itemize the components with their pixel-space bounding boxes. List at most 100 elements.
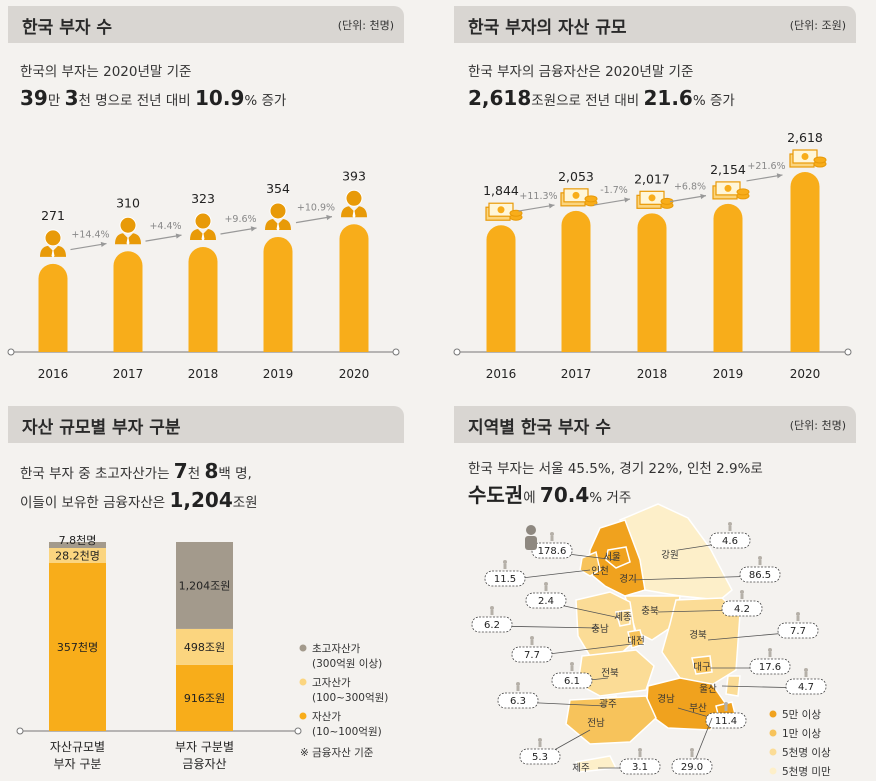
region-label: 경남 — [657, 693, 675, 705]
bar — [38, 263, 68, 352]
stack-segment — [176, 664, 233, 731]
value-label: 2,618 — [787, 130, 823, 145]
value-box — [519, 748, 561, 765]
person-mini-icon — [550, 536, 554, 541]
value-box — [484, 570, 526, 587]
panel-description: 한국 부자는 서울 45.5%, 경기 22%, 인천 2.9%로 수도권에 7… — [468, 456, 763, 511]
value-label: 2,154 — [710, 162, 746, 177]
highlight-number: 3 — [64, 86, 79, 110]
panel-asset-tiers: 자산 규모별 부자 구분 한국 부자 중 초고자산가는 7천 8백 명, 이들이… — [0, 400, 420, 781]
growth-label: -1.7% — [600, 185, 628, 196]
value-label: 310 — [116, 195, 140, 210]
money-coin-icon — [801, 153, 809, 160]
desc-line-2: 39만 3천 명으로 전년 대비 10.9% 증가 — [20, 85, 286, 114]
panel-description: 한국의 부자는 2020년말 기준 39만 3천 명으로 전년 대비 10.9%… — [20, 59, 286, 114]
highlight-number: 10.9 — [195, 86, 245, 110]
value-box — [721, 600, 763, 617]
region-label: 강원 — [661, 550, 678, 561]
money-coin-icon — [648, 194, 656, 202]
stack-segment — [176, 542, 233, 629]
person-mini-icon — [768, 648, 772, 652]
panel-title: 자산 규모별 부자 구분 — [22, 418, 181, 438]
legend-dot-icon — [769, 710, 777, 718]
region-value: 11.5 — [494, 574, 516, 585]
axis-end-dot — [844, 348, 852, 356]
person-mini-icon — [724, 706, 728, 711]
rich-count-chart: 271 2016 310 2017 323 2018 354 2019 393 2020 +14.4… — [7, 168, 400, 381]
region-label: 광주 — [599, 698, 617, 710]
legend-label: 고자산가 — [312, 677, 351, 689]
segment-label: 916조원 — [184, 692, 225, 705]
x-tick-label: 부자 구분별 — [175, 740, 234, 754]
axis-end-dot — [16, 727, 24, 735]
growth-arrow-head-icon — [548, 203, 555, 209]
person-mini-icon — [804, 672, 808, 677]
map-region-daegu — [691, 655, 713, 675]
value-box — [531, 542, 573, 559]
person-mini-icon — [804, 668, 808, 672]
axis-end-dot — [7, 348, 15, 356]
region-label: 인천 — [591, 566, 608, 577]
desc-text: 조원 — [232, 495, 258, 511]
asset-size-chart: 1,844 2016 2,053 2017 2,017 2018 2,154 2019 2,61… — [453, 130, 852, 381]
legend-dot-icon — [769, 748, 777, 756]
person-mini-icon — [690, 748, 694, 752]
stack-segment — [49, 548, 106, 563]
panel-header: 한국 부자 수 (단위: 천명) — [8, 6, 404, 43]
segment-label: 498조원 — [184, 641, 225, 654]
growth-arrow-line — [145, 234, 182, 242]
growth-arrow-head-icon — [776, 173, 783, 179]
x-tick-label: 금융자산 — [182, 757, 226, 771]
legend-sublabel: (300억원 이상) — [312, 658, 382, 670]
growth-arrow-head-icon — [700, 193, 706, 200]
person-mini-icon — [516, 682, 520, 686]
legend-sublabel: (100~300억원) — [312, 692, 388, 704]
desc-text: % 거주 — [589, 490, 632, 506]
desc-text: 이들이 보유한 금융자산은 — [20, 495, 170, 511]
region-value: 7.7 — [524, 650, 540, 661]
growth-arrow-line — [746, 174, 783, 182]
growth-arrow-head-icon — [250, 226, 257, 232]
region-label: 울산 — [699, 684, 717, 695]
person-mini-icon — [638, 752, 642, 757]
person-mini-icon — [758, 556, 762, 560]
growth-label: +4.4% — [149, 221, 181, 232]
coin-stack-icon — [736, 188, 750, 196]
region-label: 부산 — [689, 703, 707, 714]
growth-arrow-line — [220, 227, 257, 235]
legend-dot-icon — [299, 712, 307, 720]
person-mini-icon — [503, 560, 507, 564]
bar — [561, 210, 591, 352]
region-value: 3.1 — [632, 762, 648, 773]
panel-regional: 지역별 한국 부자 수 (단위: 천명) 한국 부자는 서울 45.5%, 경기… — [440, 400, 876, 781]
value-label: 1,844 — [483, 183, 519, 198]
bar — [188, 247, 218, 352]
legend-sublabel: (10~100억원) — [312, 726, 382, 738]
person-head-icon — [194, 212, 212, 230]
highlight-number: 70.4 — [539, 483, 590, 507]
growth-arrow-head-icon — [624, 197, 630, 203]
panel-rich-count: 한국 부자 수 (단위: 천명) 한국의 부자는 2020년말 기준 39만 3… — [0, 0, 420, 390]
coin-stack-icon — [509, 209, 523, 217]
bar — [339, 224, 369, 352]
region-label: 대구 — [693, 662, 711, 673]
legend-label: 5만 이상 — [782, 709, 821, 721]
region-label: 세종 — [614, 612, 632, 623]
person-mini-icon — [740, 594, 744, 599]
x-tick-label: 2019 — [263, 367, 294, 381]
person-mini-icon — [796, 616, 800, 621]
person-mini-icon — [538, 742, 542, 747]
panel-title: 한국 부자 수 — [22, 18, 113, 38]
x-tick-label: 2020 — [339, 367, 370, 381]
person-large-icon — [526, 525, 536, 535]
value-box — [551, 672, 593, 689]
region-value: 2.4 — [538, 596, 554, 607]
person-mini-icon — [690, 752, 694, 757]
highlight-number: 7 — [173, 459, 188, 483]
desc-line-1: 한국 부자의 금융자산은 2020년말 기준 — [468, 64, 694, 80]
growth-label: +14.4% — [71, 230, 109, 241]
region-value: 178.6 — [538, 546, 567, 557]
value-label: 354 — [266, 181, 290, 196]
highlight-number: 1,204 — [169, 488, 233, 512]
